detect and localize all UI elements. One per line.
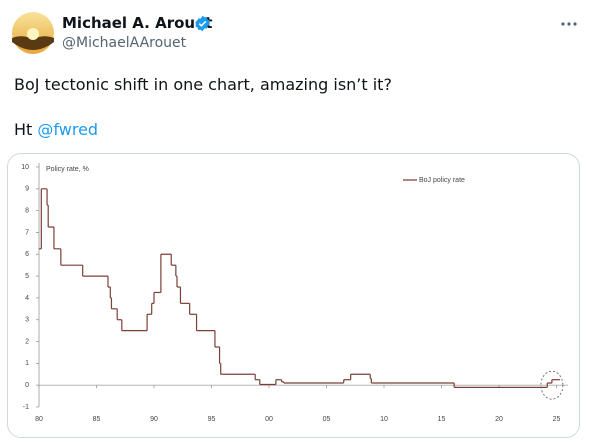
y-tick-label: 4 [25,295,29,302]
more-menu[interactable] [560,20,578,28]
y-tick-label: 6 [25,251,29,258]
x-tick-label: 00 [265,416,273,423]
y-tick-label: 0 [25,382,29,389]
highlight-circle [540,370,564,400]
display-name[interactable]: Michael A. Arouet [62,14,213,32]
mention[interactable]: @fwred [37,120,99,139]
y-tick-label: 5 [25,273,29,280]
y-tick-label: 1 [25,360,29,367]
x-tick-label: 10 [380,416,388,423]
chart: Policy rate, % -1 0 1 2 3 4 5 6 7 8 9 10 80 85 90 95 00 0… [21,163,568,423]
y-tick-label: 9 [25,186,29,193]
media-card[interactable]: Policy rate, % -1 0 1 2 3 4 5 6 7 8 9 10 80 85 90 95 00 0… [7,153,580,438]
x-tick-label: 95 [208,416,216,423]
y-tick-label: 2 [25,338,29,345]
y-tick-label: 3 [25,317,29,324]
x-tick-label: 85 [93,416,101,423]
y-tick-label: 7 [25,229,29,236]
y-axis-label: Policy rate, % [46,166,89,173]
legend-label: BoJ policy rate [419,177,465,184]
verified-badge [195,15,210,32]
y-tick-label: 8 [25,207,29,214]
y-tick-label: 10 [21,164,29,171]
x-tick-label: 25 [553,416,561,423]
y-tick-label: -1 [23,404,29,411]
x-tick-label: 05 [323,416,331,423]
x-tick-label: 20 [495,416,503,423]
x-tick-label: 90 [150,416,158,423]
ht: Ht [14,120,33,139]
avatar[interactable] [12,12,54,54]
tweet-credit: Ht @fwred [14,120,98,139]
handle[interactable]: @MichaelAArouet [62,35,187,51]
tweet-text: BoJ tectonic shift in one chart, amazing… [14,75,392,94]
x-tick-label: 15 [438,416,446,423]
x-tick-label: 80 [35,416,43,423]
